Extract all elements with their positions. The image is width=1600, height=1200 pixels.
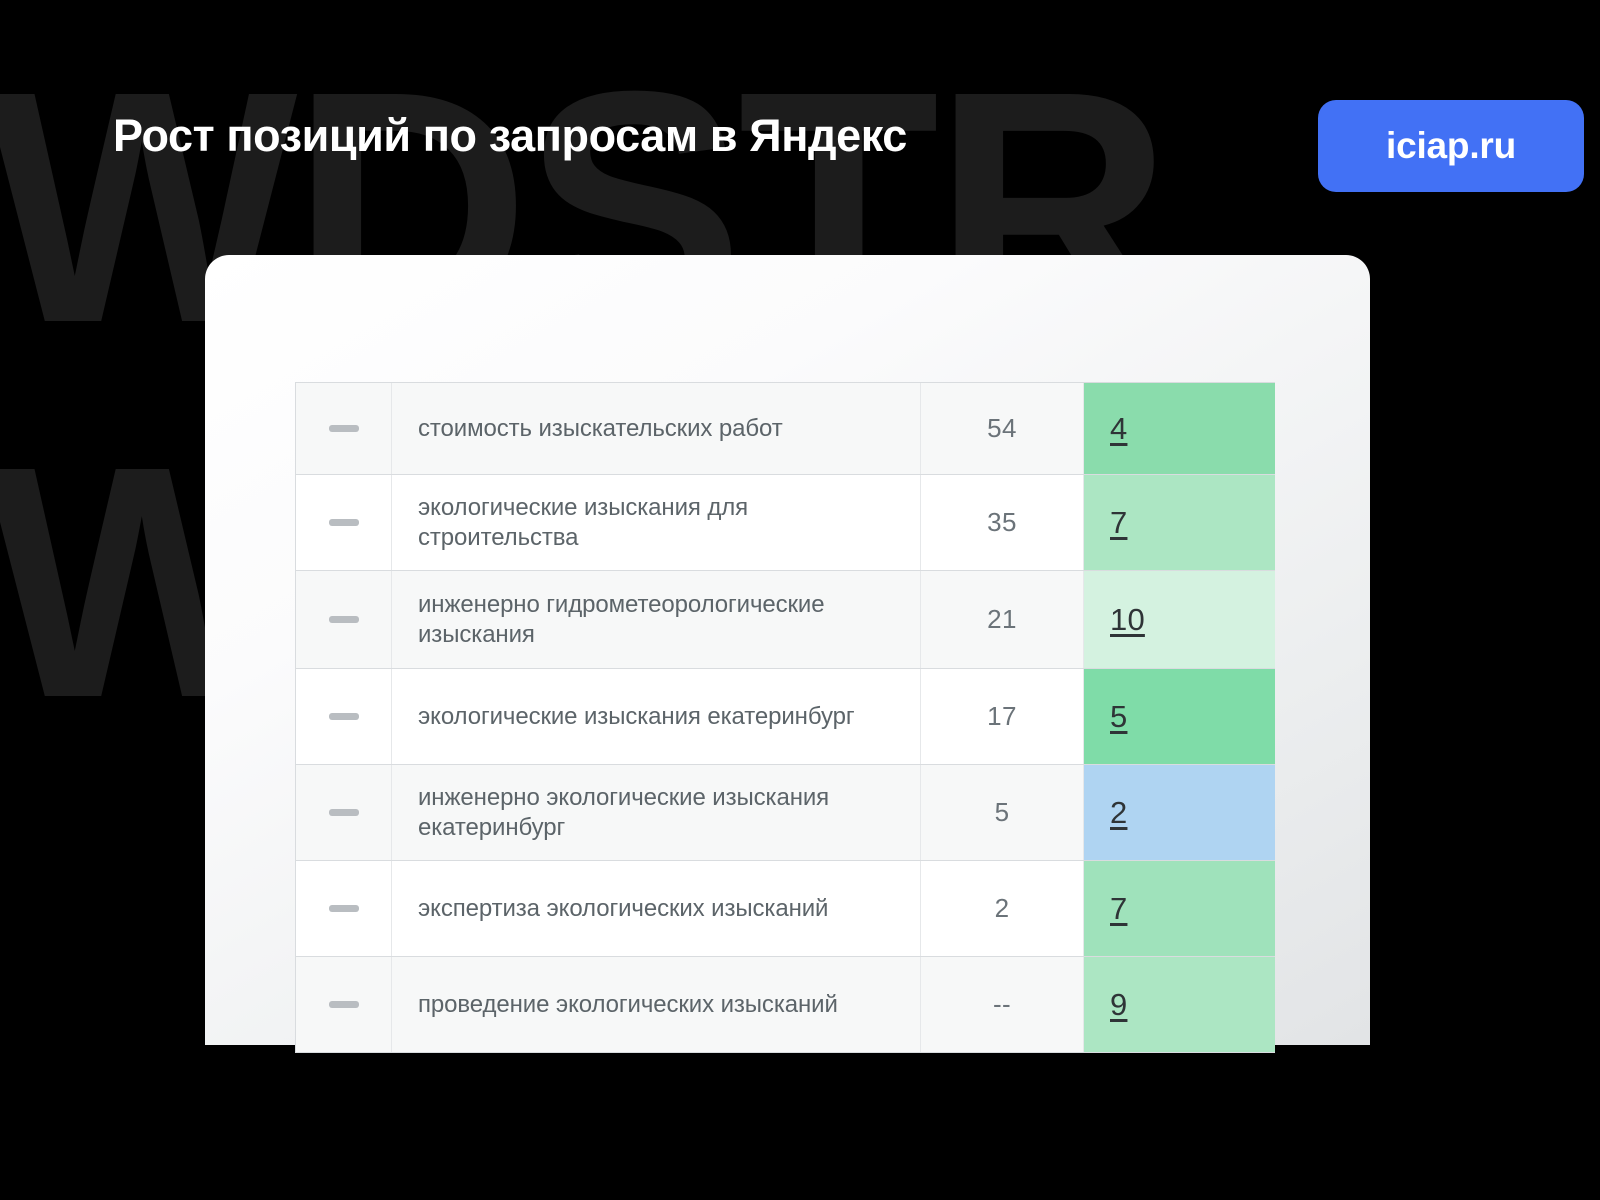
volume-cell: 2 bbox=[921, 861, 1084, 956]
position-cell[interactable]: 5 bbox=[1084, 669, 1275, 764]
row-mark-cell bbox=[296, 571, 392, 668]
position-value: 4 bbox=[1110, 410, 1128, 446]
positions-table: стоимость изыскательских работ 54 4 экол… bbox=[295, 382, 1275, 1053]
dash-icon bbox=[328, 425, 359, 432]
query-cell: экологические изыскания для строительств… bbox=[392, 475, 921, 570]
position-cell[interactable]: 7 bbox=[1084, 861, 1275, 956]
query-cell: инженерно экологические изыскания екатер… bbox=[392, 765, 921, 860]
position-cell[interactable]: 9 bbox=[1084, 957, 1275, 1052]
dash-icon bbox=[328, 713, 359, 720]
table-row[interactable]: проведение экологических изысканий -- 9 bbox=[296, 957, 1275, 1053]
table-row[interactable]: стоимость изыскательских работ 54 4 bbox=[296, 383, 1275, 475]
position-value: 5 bbox=[1110, 698, 1128, 734]
volume-cell: 21 bbox=[921, 571, 1084, 668]
row-mark-cell bbox=[296, 861, 392, 956]
header: Рост позиций по запросам в Яндекс iciap.… bbox=[0, 100, 1600, 192]
query-cell: стоимость изыскательских работ bbox=[392, 383, 921, 474]
query-cell: инженерно гидрометеорологические изыскан… bbox=[392, 571, 921, 668]
row-mark-cell bbox=[296, 669, 392, 764]
table-row[interactable]: инженерно гидрометеорологические изыскан… bbox=[296, 571, 1275, 669]
dash-icon bbox=[328, 519, 359, 526]
query-cell: экологические изыскания екатеринбург bbox=[392, 669, 921, 764]
position-value: 10 bbox=[1110, 601, 1145, 637]
position-cell[interactable]: 4 bbox=[1084, 383, 1275, 474]
site-badge[interactable]: iciap.ru bbox=[1318, 100, 1584, 192]
table-row[interactable]: экспертиза экологических изысканий 2 7 bbox=[296, 861, 1275, 957]
position-value: 2 bbox=[1110, 794, 1128, 830]
volume-cell: 5 bbox=[921, 765, 1084, 860]
table-row[interactable]: экологические изыскания для строительств… bbox=[296, 475, 1275, 571]
volume-cell: -- bbox=[921, 957, 1084, 1052]
dash-icon bbox=[328, 905, 359, 912]
query-cell: проведение экологических изысканий bbox=[392, 957, 921, 1052]
dash-icon bbox=[328, 616, 359, 623]
table-row[interactable]: экологические изыскания екатеринбург 17 … bbox=[296, 669, 1275, 765]
row-mark-cell bbox=[296, 957, 392, 1052]
table-row[interactable]: инженерно экологические изыскания екатер… bbox=[296, 765, 1275, 861]
position-cell[interactable]: 10 bbox=[1084, 571, 1275, 668]
dash-icon bbox=[328, 809, 359, 816]
volume-cell: 17 bbox=[921, 669, 1084, 764]
position-cell[interactable]: 7 bbox=[1084, 475, 1275, 570]
position-value: 9 bbox=[1110, 986, 1128, 1022]
position-value: 7 bbox=[1110, 890, 1128, 926]
row-mark-cell bbox=[296, 383, 392, 474]
row-mark-cell bbox=[296, 765, 392, 860]
volume-cell: 54 bbox=[921, 383, 1084, 474]
query-cell: экспертиза экологических изысканий bbox=[392, 861, 921, 956]
volume-cell: 35 bbox=[921, 475, 1084, 570]
dash-icon bbox=[328, 1001, 359, 1008]
position-value: 7 bbox=[1110, 504, 1128, 540]
position-cell[interactable]: 2 bbox=[1084, 765, 1275, 860]
row-mark-cell bbox=[296, 475, 392, 570]
page-title: Рост позиций по запросам в Яндекс bbox=[113, 110, 907, 161]
